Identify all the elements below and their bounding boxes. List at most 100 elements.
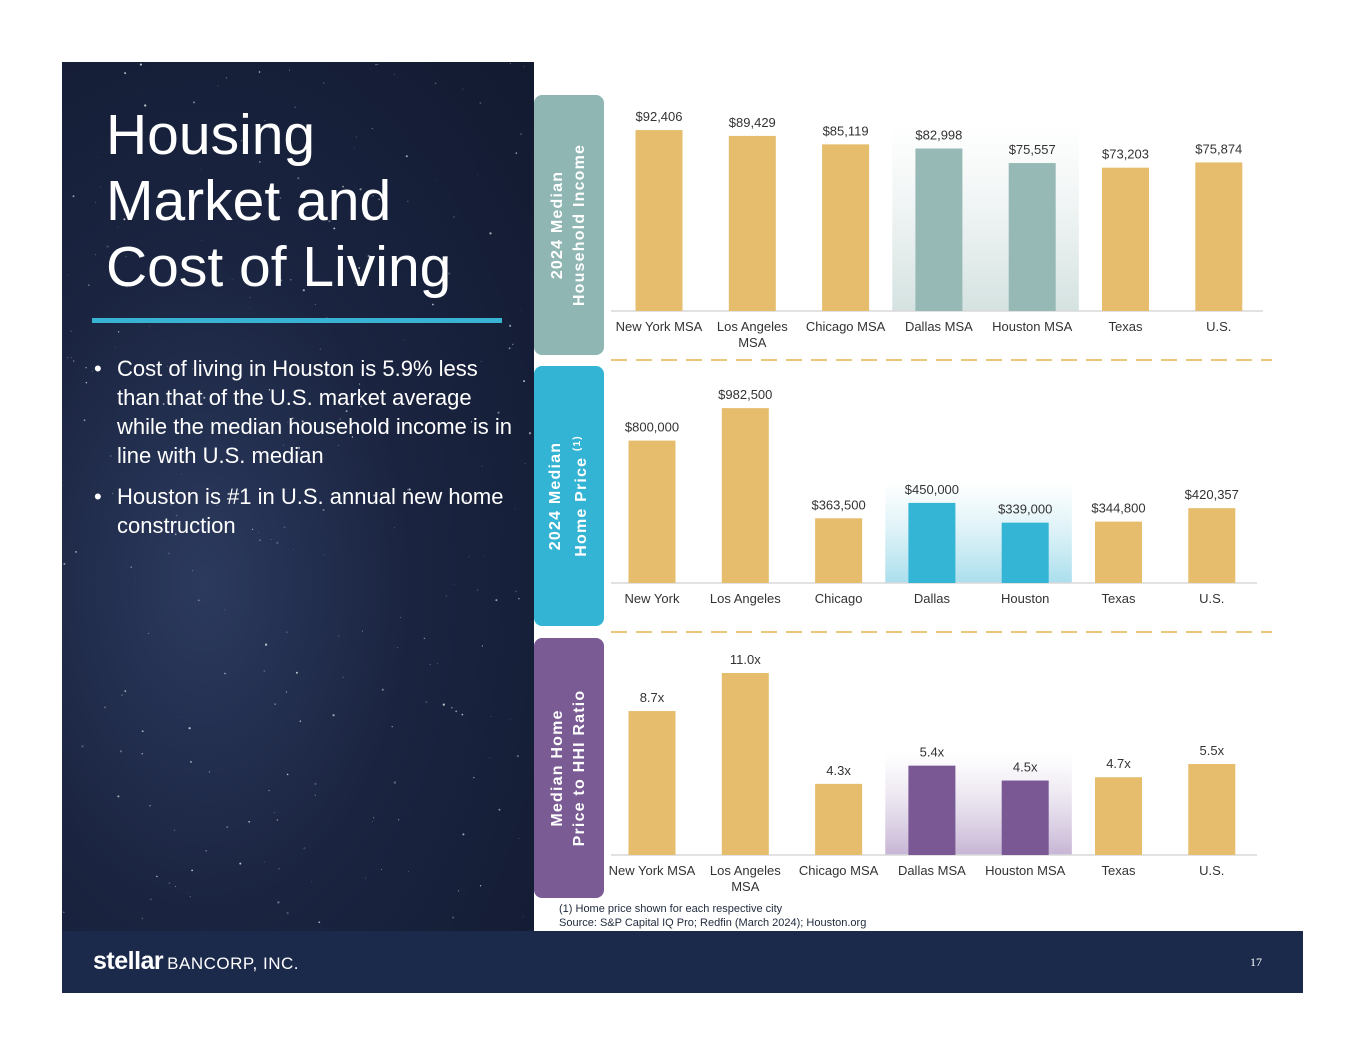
bar bbox=[1195, 162, 1243, 311]
bullet-text: Houston is #1 in U.S. annual new home co… bbox=[117, 484, 504, 538]
star bbox=[457, 890, 460, 892]
star bbox=[270, 539, 272, 540]
star bbox=[289, 69, 291, 71]
star bbox=[462, 833, 465, 836]
category-label: Los Angeles bbox=[710, 591, 781, 606]
bar bbox=[915, 148, 963, 311]
star bbox=[298, 446, 301, 449]
title-line: Housing bbox=[106, 103, 316, 167]
star bbox=[166, 365, 168, 367]
slide: Housing Market and Cost of Living • Cost… bbox=[62, 62, 1303, 993]
star bbox=[114, 346, 116, 348]
star bbox=[149, 325, 151, 327]
star bbox=[440, 419, 442, 421]
star bbox=[372, 194, 374, 197]
logo-subtitle: BANCORP, INC. bbox=[167, 954, 299, 973]
star bbox=[224, 609, 226, 611]
data-label: 5.4x bbox=[920, 745, 945, 760]
star bbox=[141, 752, 144, 755]
star bbox=[355, 282, 357, 284]
star bbox=[117, 331, 120, 333]
star bbox=[324, 554, 326, 556]
star bbox=[139, 63, 142, 66]
star bbox=[221, 152, 224, 154]
star bbox=[124, 72, 127, 75]
star bbox=[258, 161, 261, 163]
star bbox=[185, 266, 188, 269]
star bbox=[479, 885, 482, 887]
star bbox=[67, 274, 69, 276]
star bbox=[338, 635, 340, 638]
bullet-list: • Cost of living in Houston is 5.9% less… bbox=[92, 354, 512, 552]
star bbox=[97, 156, 99, 158]
star bbox=[100, 186, 102, 188]
star bbox=[528, 432, 532, 435]
category-label: Chicago MSA bbox=[799, 863, 879, 878]
star bbox=[125, 394, 128, 397]
data-label: 4.7x bbox=[1106, 756, 1131, 771]
star bbox=[198, 599, 200, 602]
star bbox=[63, 562, 66, 565]
star bbox=[181, 473, 183, 475]
star bbox=[465, 499, 468, 502]
star bbox=[117, 226, 119, 228]
star bbox=[279, 197, 282, 199]
star bbox=[268, 126, 271, 129]
star bbox=[294, 106, 296, 108]
star bbox=[286, 631, 288, 633]
star bbox=[452, 916, 455, 919]
star bbox=[520, 309, 522, 311]
star bbox=[338, 444, 339, 446]
star bbox=[480, 360, 482, 362]
star bbox=[258, 71, 261, 73]
star bbox=[199, 168, 201, 170]
star bbox=[445, 595, 448, 597]
data-label: 8.7x bbox=[640, 690, 665, 705]
star bbox=[447, 272, 451, 275]
star bbox=[252, 255, 254, 257]
star bbox=[323, 82, 325, 84]
star bbox=[512, 343, 514, 346]
bar bbox=[1095, 777, 1142, 855]
star bbox=[149, 804, 151, 807]
star bbox=[434, 180, 436, 182]
bar bbox=[1008, 163, 1056, 311]
star bbox=[359, 188, 362, 191]
star bbox=[285, 691, 288, 693]
star bbox=[251, 528, 254, 531]
star bbox=[425, 701, 428, 703]
star bbox=[368, 401, 371, 404]
star bbox=[280, 279, 283, 282]
star bbox=[286, 911, 289, 915]
data-label: 5.5x bbox=[1200, 743, 1225, 758]
star bbox=[509, 324, 512, 327]
star bbox=[481, 645, 484, 647]
data-label: $450,000 bbox=[905, 482, 959, 497]
star bbox=[123, 218, 126, 221]
star bbox=[303, 847, 306, 850]
star bbox=[144, 104, 147, 107]
star bbox=[524, 463, 526, 464]
star bbox=[109, 455, 112, 457]
star bbox=[515, 152, 518, 154]
star bbox=[393, 781, 397, 784]
star bbox=[359, 383, 361, 385]
star bbox=[319, 348, 321, 350]
star bbox=[276, 541, 279, 545]
star bbox=[83, 419, 86, 422]
star bbox=[403, 339, 405, 341]
star bbox=[72, 360, 75, 362]
star bbox=[523, 380, 526, 383]
title-line: Cost of Living bbox=[106, 235, 452, 299]
data-label: $85,119 bbox=[823, 123, 869, 138]
star bbox=[175, 514, 178, 517]
category-label: Houston bbox=[1001, 591, 1049, 606]
star bbox=[453, 583, 455, 585]
category-label: Houston MSA bbox=[985, 863, 1066, 878]
star bbox=[519, 133, 523, 136]
bar bbox=[815, 783, 863, 855]
star bbox=[264, 643, 268, 646]
bullet-item: • Houston is #1 in U.S. annual new home … bbox=[92, 482, 512, 540]
star bbox=[470, 421, 473, 423]
